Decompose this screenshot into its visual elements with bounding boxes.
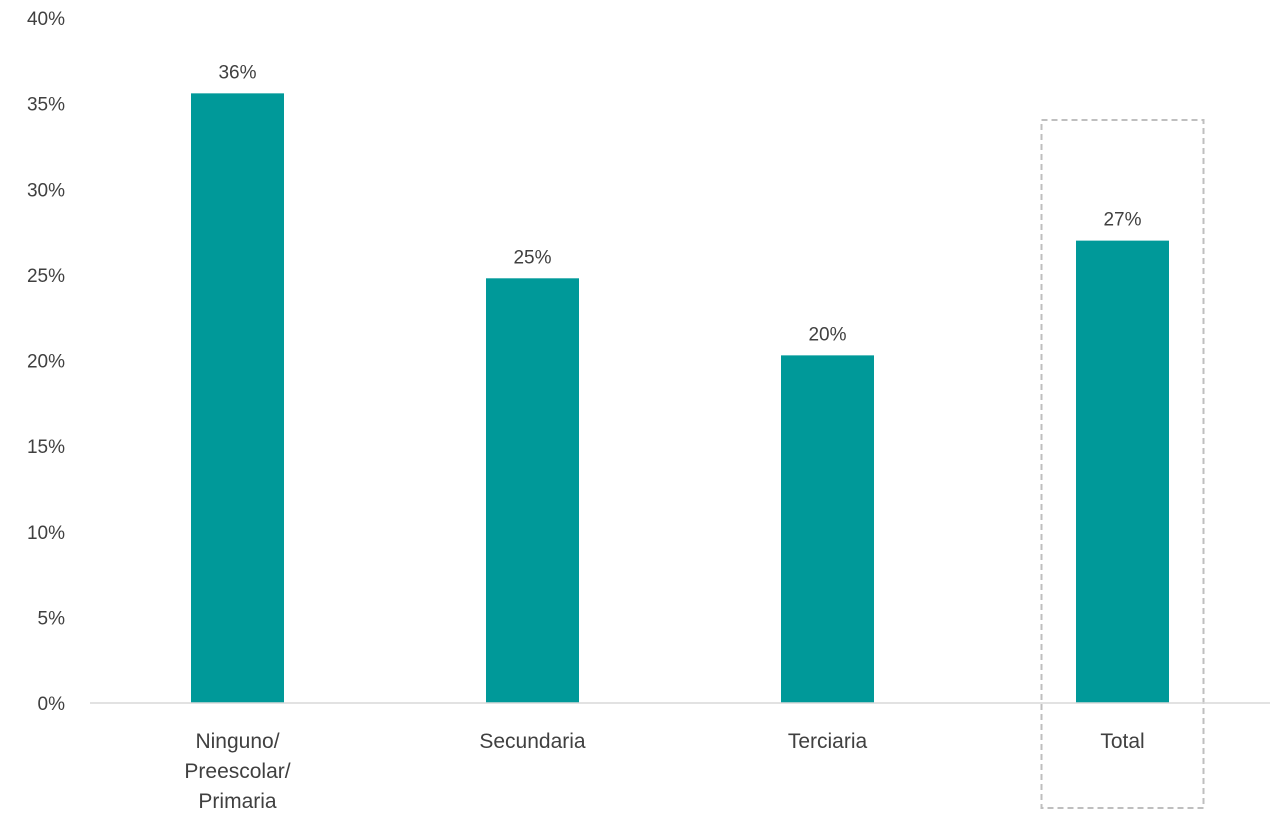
- x-category-label-line: Terciaria: [788, 730, 868, 753]
- bars: [191, 93, 1169, 704]
- x-category-label-line: Ninguno/: [195, 730, 279, 753]
- data-labels: 36% 25% 20% 27%: [218, 62, 1141, 345]
- y-tick-label: 40%: [27, 9, 65, 30]
- y-tick-label: 20%: [27, 352, 65, 373]
- y-axis-labels: 0% 5% 10% 15% 20% 25% 30% 35% 40%: [27, 9, 65, 715]
- x-category-label: Ninguno/Preescolar/Primaria: [184, 730, 290, 813]
- x-axis-labels: Ninguno/Preescolar/Primaria Secundaria Ter…: [184, 730, 1144, 813]
- data-label: 20%: [808, 324, 846, 345]
- y-tick-label: 15%: [27, 437, 65, 458]
- x-category-label-line: Secundaria: [479, 730, 586, 753]
- highlight-box: [1040, 119, 1205, 809]
- x-category-label: Total: [1100, 730, 1144, 753]
- y-tick-label: 25%: [27, 266, 65, 287]
- bar: [1076, 240, 1169, 703]
- x-category-label: Secundaria: [479, 730, 586, 753]
- x-category-label-line: Primaria: [198, 790, 276, 813]
- bar: [781, 355, 874, 703]
- bar: [486, 278, 579, 703]
- data-label: 36%: [218, 62, 256, 83]
- y-tick-label: 0%: [38, 694, 66, 715]
- y-tick-label: 5%: [38, 608, 66, 629]
- x-category-label-line: Total: [1100, 730, 1144, 753]
- x-category-label-line: Preescolar/: [184, 760, 290, 783]
- y-tick-label: 35%: [27, 95, 65, 116]
- y-tick-label: 10%: [27, 523, 65, 544]
- x-category-label: Terciaria: [788, 730, 868, 753]
- data-label: 27%: [1103, 210, 1141, 231]
- bar: [191, 93, 284, 704]
- highlight-group: [1040, 119, 1205, 809]
- data-label: 25%: [513, 247, 551, 268]
- y-tick-label: 30%: [27, 180, 65, 201]
